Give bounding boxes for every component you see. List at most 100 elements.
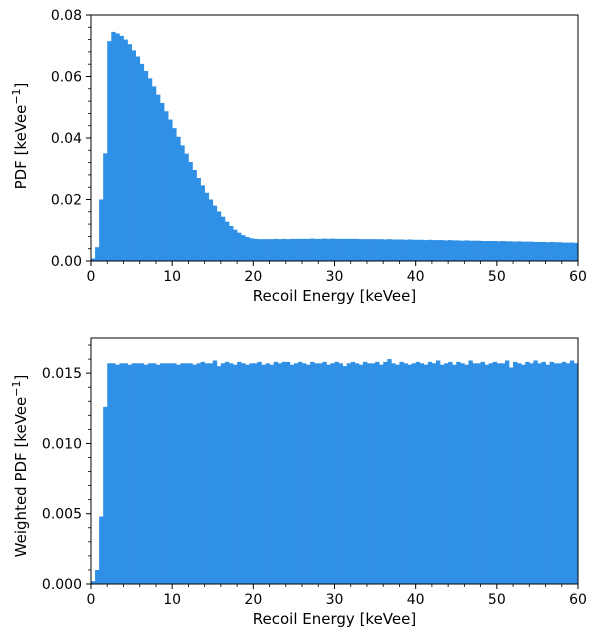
histogram-bar	[91, 258, 96, 261]
histogram-bar	[440, 364, 445, 584]
histogram-bar	[99, 199, 104, 261]
histogram-bar	[366, 363, 372, 584]
histogram-bar	[119, 363, 124, 584]
histogram-bar	[224, 361, 230, 584]
y-tick-label: 0.06	[51, 70, 82, 86]
y-tick-label: 0.010	[42, 436, 82, 452]
histogram-bar	[456, 361, 461, 584]
histogram-bar	[419, 363, 425, 584]
histogram-bar	[472, 240, 477, 261]
x-tick-label: 30	[326, 269, 344, 285]
histogram-bar	[111, 31, 116, 261]
histogram-bar	[261, 364, 266, 584]
x-tick-label: 0	[87, 269, 96, 285]
x-tick-label: 50	[488, 269, 506, 285]
histogram-bar	[541, 361, 546, 584]
histogram-bar	[423, 364, 429, 584]
histogram-bar	[354, 238, 360, 261]
histogram-bar	[196, 363, 201, 584]
histogram-bar	[533, 241, 538, 261]
histogram-bar	[127, 364, 132, 584]
histogram-bar	[176, 364, 181, 584]
histogram-bar	[188, 363, 193, 584]
histogram-bar	[265, 239, 270, 261]
histogram-bar	[517, 241, 522, 261]
histogram-bar	[517, 363, 522, 584]
histogram-bar	[561, 242, 567, 261]
histogram-bar	[164, 363, 169, 584]
x-tick-label: 40	[407, 592, 425, 608]
histogram-bar	[253, 238, 258, 261]
histogram-bar	[200, 185, 205, 261]
histogram-bar	[350, 238, 356, 261]
x-tick-label: 30	[326, 592, 344, 608]
histogram-bar	[346, 238, 352, 261]
histogram-bar	[476, 363, 481, 584]
histogram-bar	[135, 363, 141, 584]
histogram-bar	[322, 361, 327, 584]
histogram-bar	[306, 238, 311, 261]
histogram-bar	[460, 240, 465, 261]
histogram-bar	[245, 237, 250, 261]
histogram-bar	[168, 119, 173, 261]
histogram-bar	[375, 239, 380, 261]
histogram-bar	[448, 240, 453, 261]
histogram-bar	[143, 70, 149, 261]
histogram-bar	[488, 241, 494, 261]
histogram-bar	[164, 111, 169, 261]
bars	[91, 359, 579, 584]
histogram-bar	[269, 239, 274, 261]
histogram-bar	[354, 363, 360, 584]
histogram-bar	[310, 361, 315, 584]
histogram-bar	[484, 364, 490, 584]
histogram-bar	[306, 364, 311, 584]
histogram-bar	[440, 240, 445, 261]
histogram-bar	[159, 102, 165, 261]
histogram-bar	[277, 239, 283, 261]
histogram-bar	[419, 239, 425, 261]
histogram-bar	[216, 366, 222, 584]
histogram-bar	[237, 232, 242, 261]
histogram-bar	[509, 367, 514, 584]
histogram-bar	[257, 239, 262, 261]
histogram-bar	[350, 361, 356, 584]
histogram-bar	[468, 240, 473, 261]
histogram-bar	[379, 364, 384, 584]
histogram-bar	[362, 239, 368, 261]
x-axis-label: Recoil Energy [keVee]	[253, 610, 416, 628]
histogram-bar	[399, 361, 404, 584]
histogram-bar	[537, 241, 542, 261]
histogram-bar	[302, 238, 307, 261]
histogram-bar	[549, 241, 554, 261]
histogram-bar	[464, 240, 469, 261]
histogram-bar	[277, 363, 283, 584]
x-tick-label: 0	[87, 592, 96, 608]
histogram-bar	[168, 363, 173, 584]
histogram-bar	[557, 363, 563, 584]
histogram-bar	[383, 361, 388, 584]
histogram-bar	[208, 363, 214, 584]
histogram-bar	[208, 199, 214, 261]
histogram-bar	[448, 361, 453, 584]
histogram-bar	[176, 136, 181, 261]
histogram-bar	[500, 363, 506, 584]
y-tick-label: 0.000	[42, 577, 82, 593]
x-tick-label: 60	[569, 592, 587, 608]
histogram-bar	[338, 363, 343, 584]
histogram-bar	[297, 238, 303, 261]
histogram-bar	[212, 205, 218, 261]
x-tick-label: 10	[163, 592, 181, 608]
histogram-bar	[431, 363, 437, 584]
histogram-bar	[127, 44, 132, 262]
histogram-bar	[407, 364, 412, 584]
histogram-bar	[549, 361, 554, 584]
histogram-bar	[115, 364, 120, 584]
y-axis-label: PDF [keVee−1]	[10, 83, 31, 190]
histogram-bar	[204, 363, 210, 584]
histogram-bar	[387, 239, 392, 261]
x-tick-label: 60	[569, 269, 587, 285]
histogram-bar	[415, 361, 421, 584]
histogram-bar	[228, 363, 234, 584]
histogram-bar	[318, 238, 323, 261]
histogram-bar	[269, 364, 274, 584]
